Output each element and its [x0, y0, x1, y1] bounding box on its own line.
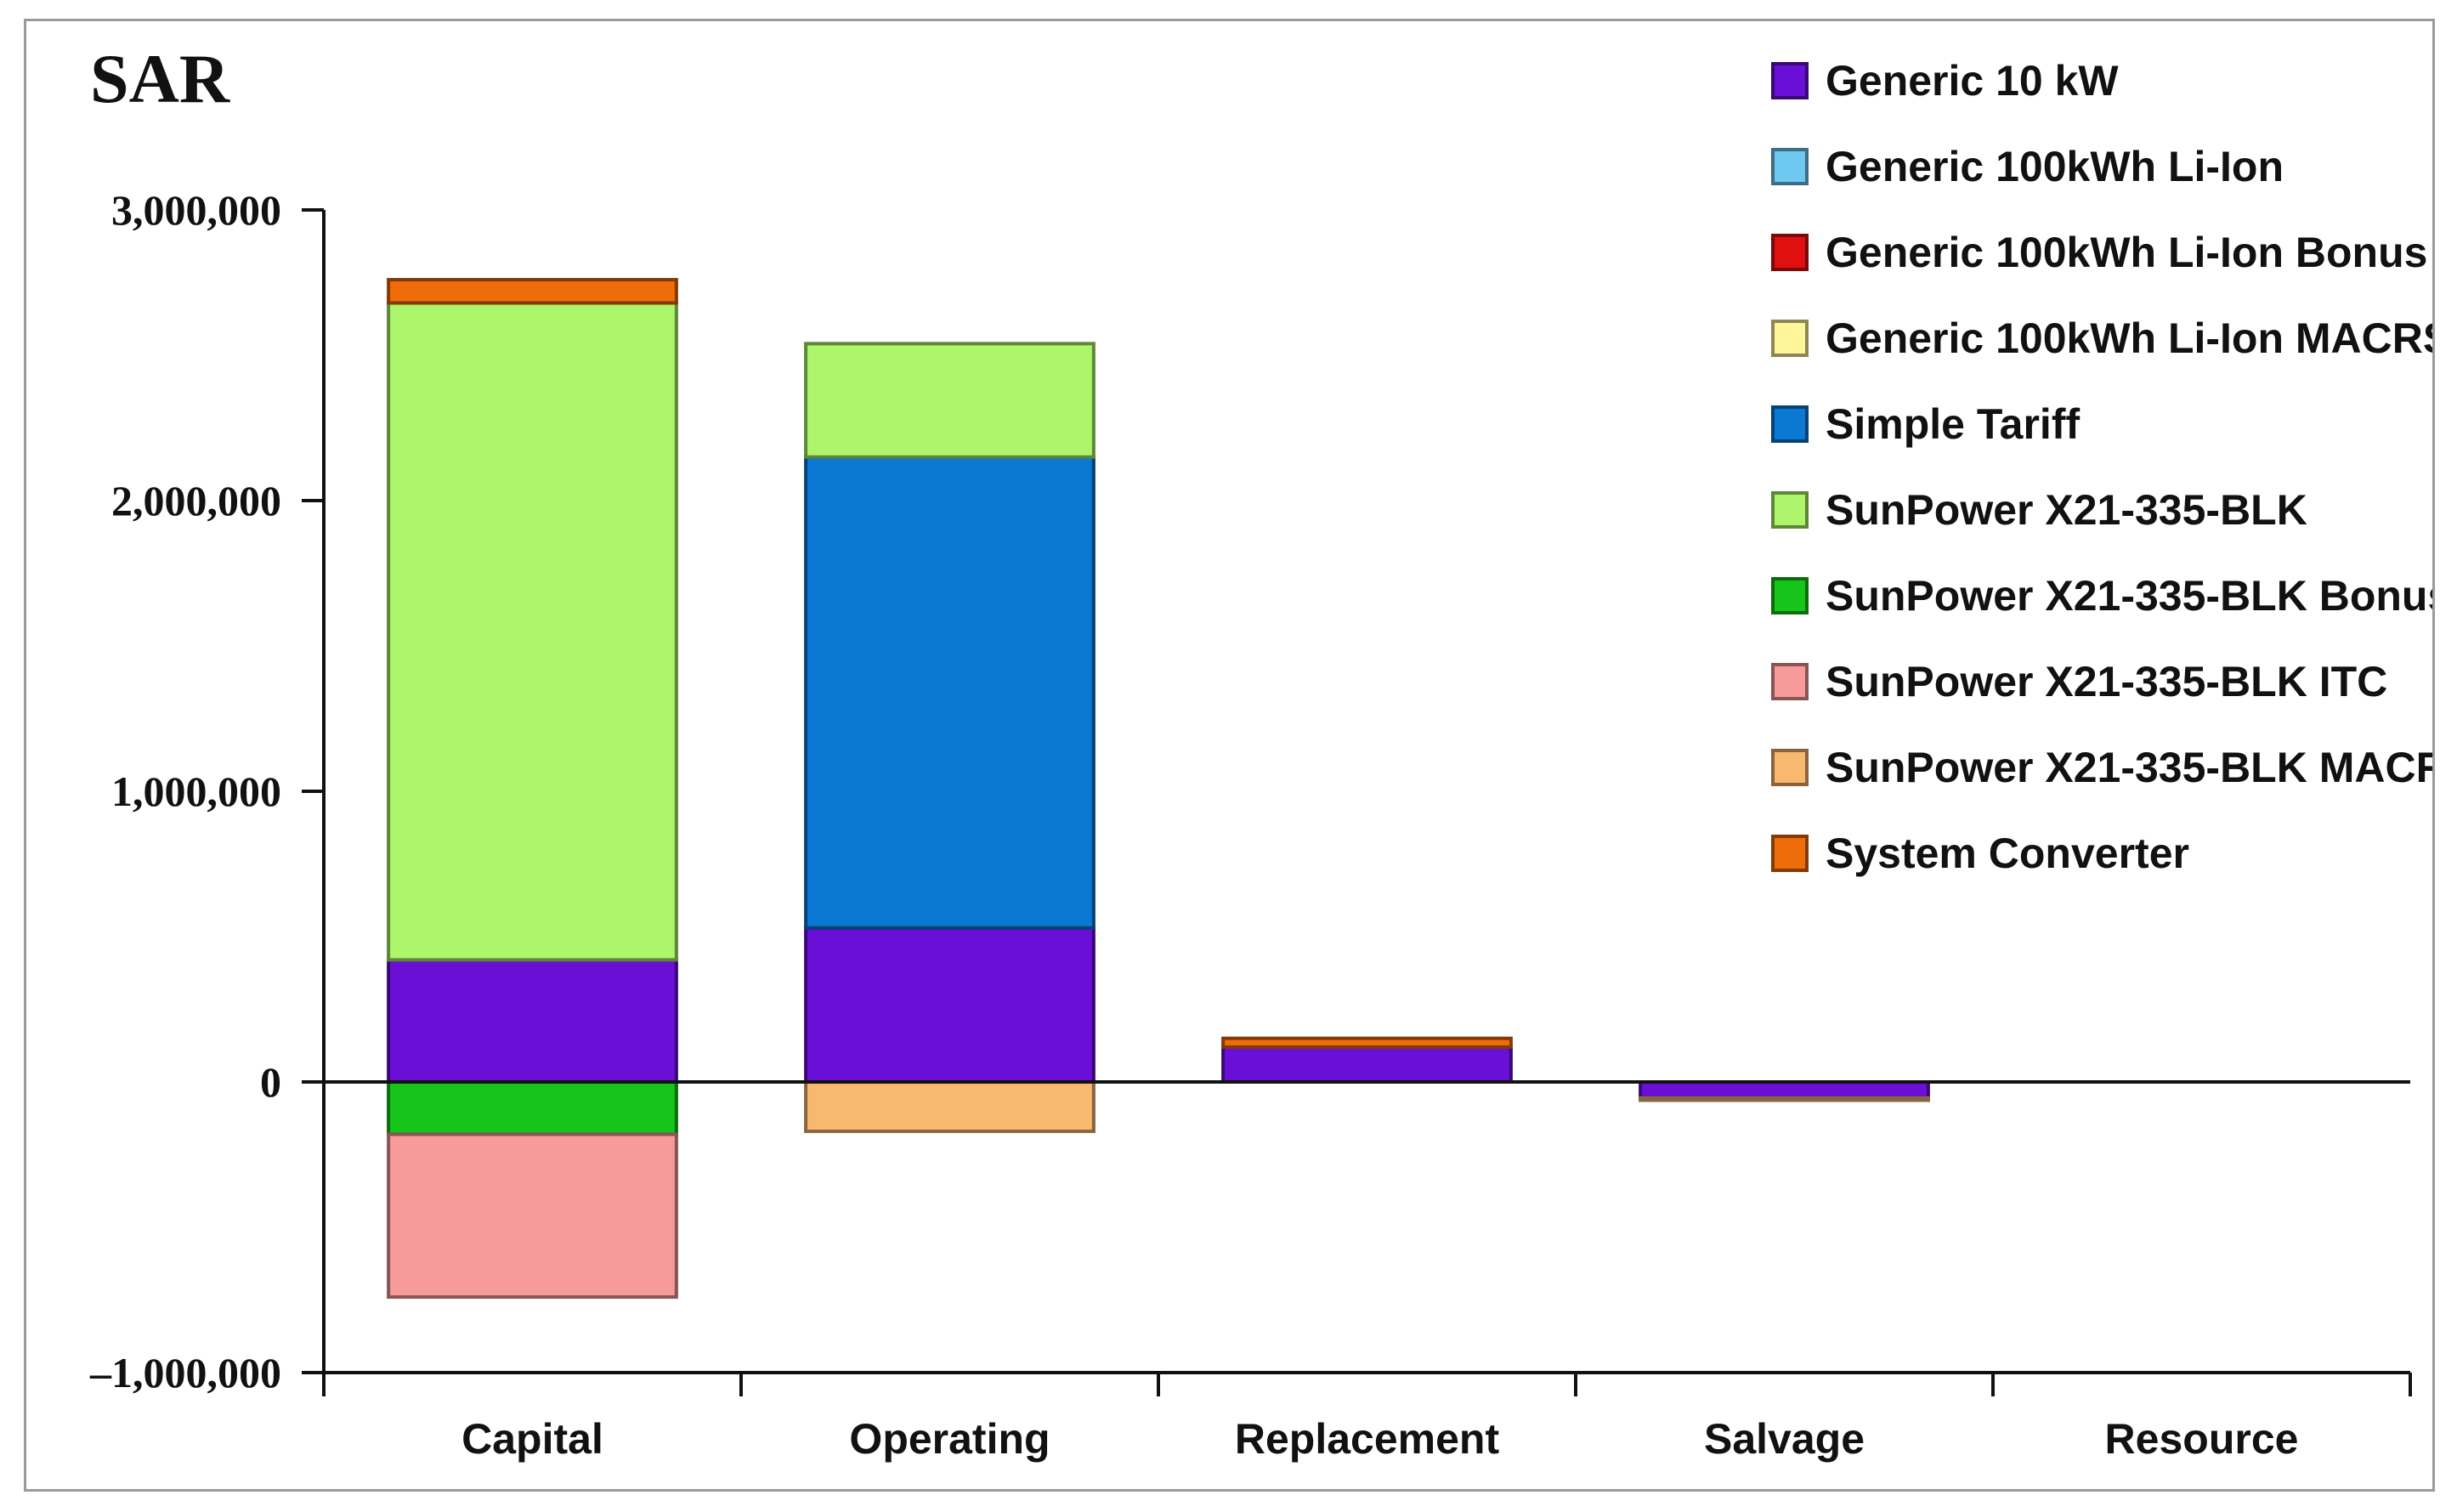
bars [387, 278, 1930, 1300]
y-ticks: 3,000,000 2,000,000 1,000,000 0 –1,000,000 [89, 186, 324, 1396]
bar-segment [387, 1132, 678, 1300]
legend: Generic 10 kW Generic 100kWh Li-Ion Generi… [1771, 57, 2432, 877]
x-tick-label: Resource [2105, 1415, 2299, 1463]
legend-label: SunPower X21-335-BLK [1826, 486, 2307, 534]
legend-label: System Converter [1826, 830, 2189, 877]
bar-segment [804, 1080, 1095, 1134]
bar-segment [804, 342, 1095, 459]
bar-segment [1639, 1080, 1930, 1100]
legend-label: Simple Tariff [1826, 400, 2080, 448]
legend-label: Generic 100kWh Li-Ion [1826, 143, 2284, 190]
x-tick-label: Salvage [1704, 1415, 1865, 1463]
x-tick-label: Operating [849, 1415, 1050, 1463]
legend-label: SunPower X21-335-BLK MACR [1826, 744, 2432, 791]
bar-segment [387, 1080, 678, 1136]
legend-swatch [1771, 663, 1809, 700]
bar-segment [1221, 1045, 1513, 1084]
chart-frame: SAR 3,000,000 2,000,000 1,000,000 0 –1,000,0… [24, 19, 2435, 1492]
bar-segment [804, 926, 1095, 1084]
legend-swatch [1771, 148, 1809, 185]
y-tick-label: 2,000,000 [111, 477, 281, 524]
legend-swatch [1771, 62, 1809, 99]
legend-swatch [1771, 320, 1809, 357]
y-tick-label: 1,000,000 [111, 767, 281, 815]
y-tick-label: –1,000,000 [89, 1349, 281, 1396]
legend-label: SunPower X21-335-BLK ITC [1826, 658, 2387, 705]
legend-label: Generic 100kWh Li-Ion Bonus [1826, 229, 2427, 276]
bar-segment [1639, 1096, 1930, 1102]
legend-swatch [1771, 234, 1809, 271]
legend-swatch [1771, 577, 1809, 614]
legend-swatch [1771, 749, 1809, 786]
legend-swatch [1771, 491, 1809, 529]
plot-area: 3,000,000 2,000,000 1,000,000 0 –1,000,000 C… [89, 186, 2412, 1463]
x-ticks: Capital Operating Replacement Salvage Resour… [322, 1373, 2412, 1463]
bar-segment [387, 301, 678, 962]
unit-title: SAR [90, 40, 230, 117]
legend-label: SunPower X21-335-BLK Bonus [1826, 572, 2432, 620]
bar-segment [387, 278, 678, 305]
x-tick-label: Replacement [1235, 1415, 1500, 1463]
x-tick-label: Capital [461, 1415, 603, 1463]
bar-segment [387, 958, 678, 1084]
legend-swatch [1771, 835, 1809, 872]
legend-swatch [1771, 405, 1809, 443]
chart-svg: SAR 3,000,000 2,000,000 1,000,000 0 –1,000,0… [89, 40, 2432, 1463]
legend-label: Generic 100kWh Li-Ion MACRS [1826, 314, 2432, 362]
bar-segment [804, 455, 1095, 930]
y-tick-label: 0 [260, 1058, 281, 1106]
legend-label: Generic 10 kW [1826, 57, 2119, 105]
bar-segment [1221, 1036, 1513, 1049]
y-tick-label: 3,000,000 [111, 186, 281, 234]
